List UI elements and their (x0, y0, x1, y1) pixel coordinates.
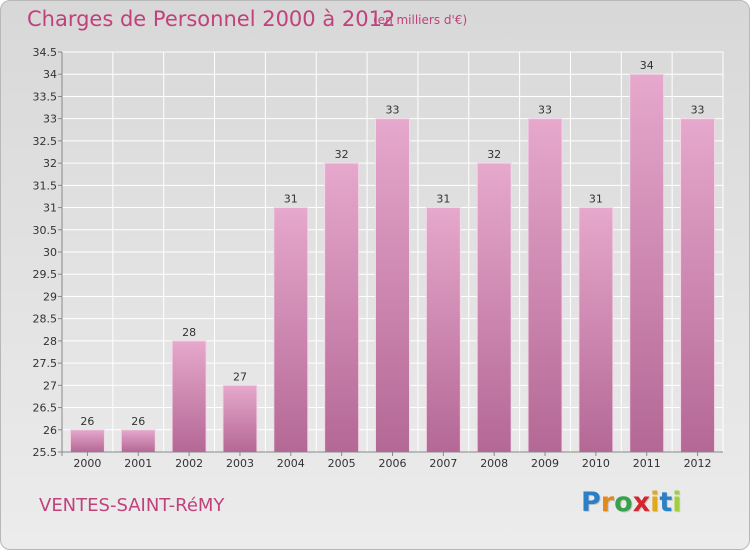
logo-letter: x (632, 487, 651, 518)
data-label: 32 (487, 148, 501, 161)
bar (171, 340, 207, 453)
y-tick-label: 27.5 (33, 357, 58, 370)
y-tick-label: 34.5 (33, 46, 58, 59)
x-tick-label: 2005 (328, 457, 356, 470)
y-tick-label: 32.5 (33, 135, 58, 148)
y-tick-label: 32 (43, 157, 57, 170)
chart-subtitle: (en milliers d'€) (373, 13, 468, 27)
logo-letter: r (600, 487, 615, 518)
proxiti-logo: Proxiti (581, 487, 682, 518)
data-label: 26 (80, 415, 94, 428)
data-label: 31 (436, 193, 450, 206)
logo-letter: i (650, 487, 660, 518)
y-tick-label: 27 (43, 379, 57, 392)
data-label: 33 (538, 104, 552, 117)
y-tick-label: 29 (43, 290, 57, 303)
bar (425, 207, 461, 453)
x-tick-label: 2008 (480, 457, 508, 470)
bar (222, 384, 258, 453)
data-label: 33 (386, 104, 400, 117)
x-tick-label: 2012 (684, 457, 712, 470)
y-tick-label: 30.5 (33, 224, 58, 237)
y-tick-label: 30 (43, 246, 57, 259)
x-tick-label: 2009 (531, 457, 559, 470)
x-tick-label: 2003 (226, 457, 254, 470)
x-tick-label: 2001 (124, 457, 152, 470)
bar (375, 118, 410, 453)
x-tick-label: 2010 (582, 457, 610, 470)
commune-name: VENTES-SAINT-RéMY (39, 495, 225, 516)
x-tick-label: 2007 (429, 457, 457, 470)
logo-letter: i (672, 487, 682, 518)
bar (680, 118, 716, 453)
x-tick-label: 2004 (277, 457, 305, 470)
x-tick-label: 2011 (633, 457, 661, 470)
x-tick-label: 2006 (379, 457, 407, 470)
logo-letter: o (614, 487, 633, 518)
bar (69, 429, 105, 453)
data-label: 28 (182, 326, 196, 339)
bar (324, 162, 360, 453)
y-tick-label: 29.5 (33, 268, 58, 281)
y-tick-label: 31 (43, 202, 57, 215)
data-label: 31 (589, 193, 603, 206)
logo-letter: P (581, 487, 601, 518)
data-label: 27 (233, 370, 247, 383)
bar (273, 207, 309, 453)
y-tick-label: 26.5 (33, 402, 58, 415)
x-tick-label: 2002 (175, 457, 203, 470)
y-tick-label: 31.5 (33, 179, 58, 192)
x-tick-label: 2000 (73, 457, 101, 470)
y-tick-label: 28 (43, 335, 57, 348)
y-tick-label: 25.5 (33, 446, 58, 459)
y-tick-label: 33 (43, 113, 57, 126)
data-label: 32 (335, 148, 349, 161)
chart-title: Charges de Personnel 2000 à 2012 (27, 7, 396, 31)
data-label: 26 (131, 415, 145, 428)
bar (578, 207, 614, 453)
logo-letter: t (659, 487, 673, 518)
bar (527, 118, 563, 453)
bar (476, 162, 512, 453)
data-label: 31 (284, 193, 298, 206)
y-tick-label: 33.5 (33, 90, 58, 103)
data-label: 33 (691, 104, 705, 117)
y-tick-label: 28.5 (33, 313, 58, 326)
bar (120, 429, 156, 453)
data-label: 34 (640, 59, 654, 72)
y-tick-label: 26 (43, 424, 57, 437)
y-tick-label: 34 (43, 68, 57, 81)
bar (629, 73, 665, 453)
